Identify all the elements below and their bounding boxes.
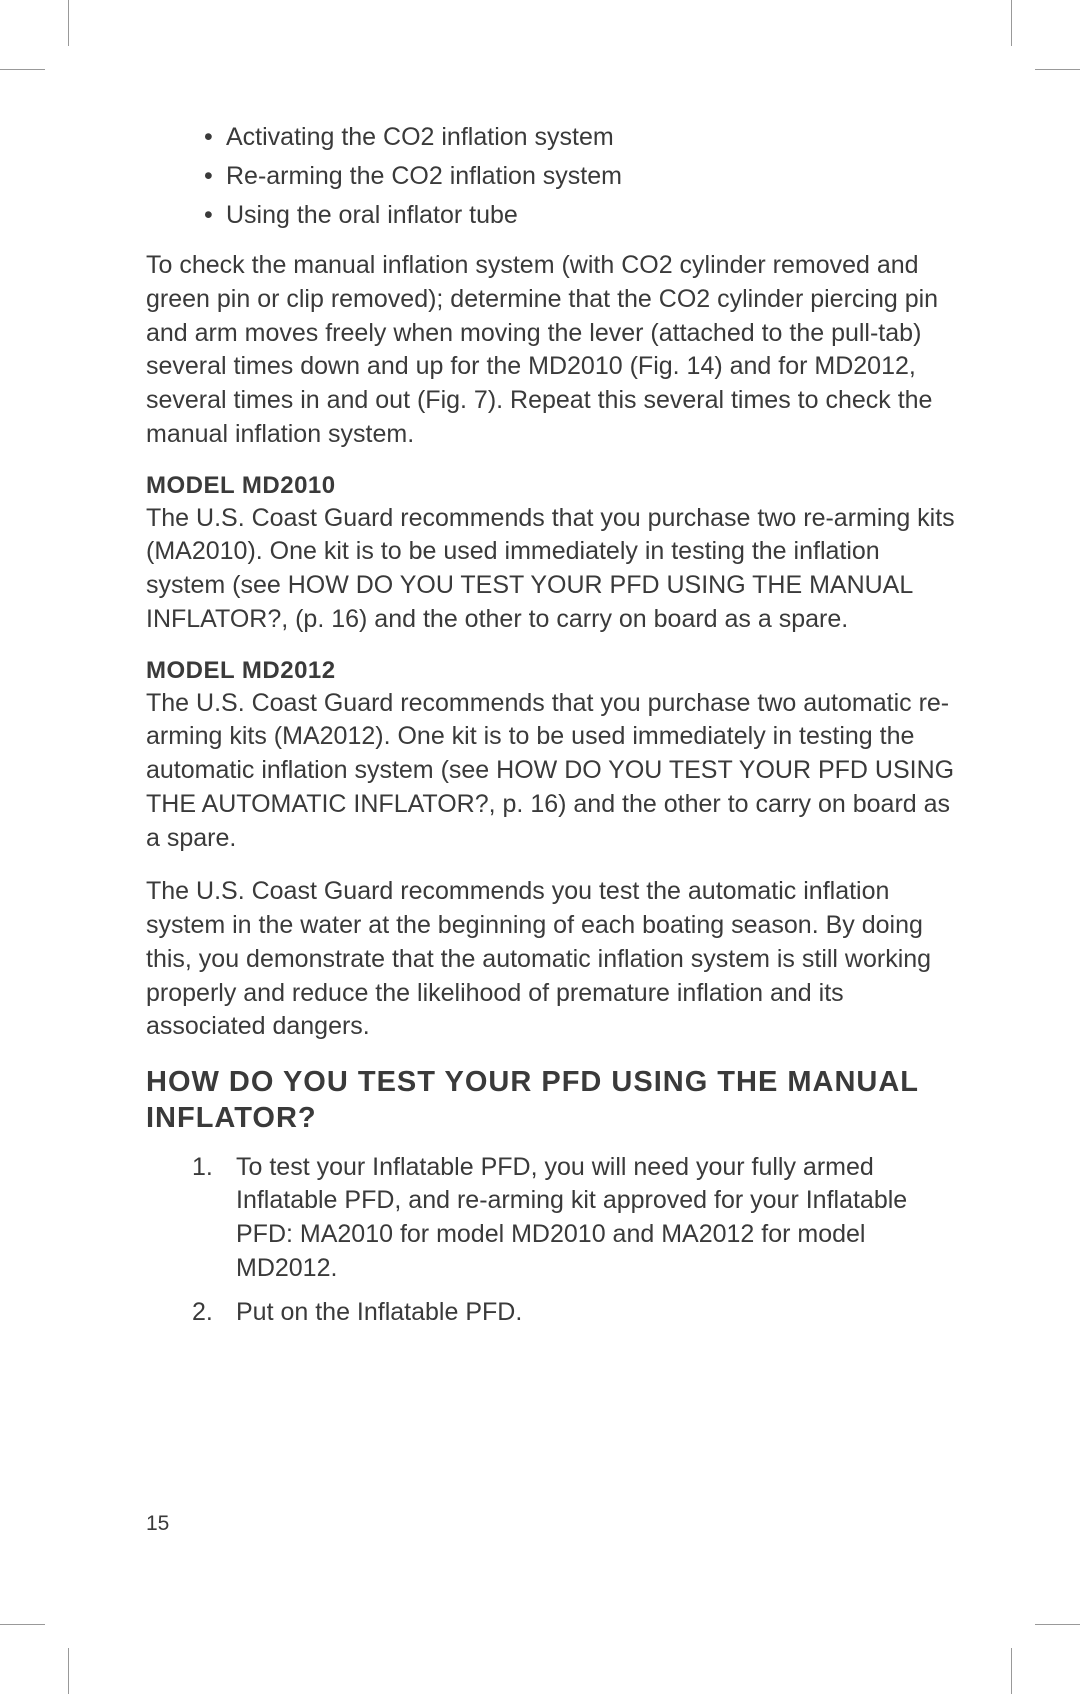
crop-mark: [1035, 1624, 1080, 1625]
list-item: Using the oral inflator tube: [204, 198, 960, 233]
step-text: Put on the Inflatable PFD.: [236, 1298, 522, 1326]
section-heading: HOW DO YOU TEST YOUR PFD USING THE MANUA…: [146, 1064, 960, 1137]
crop-mark: [0, 69, 45, 70]
page-number: 15: [146, 1512, 169, 1536]
ordered-list: 1. To test your Inflatable PFD, you will…: [192, 1151, 960, 1330]
model-label: MODEL MD2012: [146, 657, 960, 685]
list-item: 2. Put on the Inflatable PFD.: [192, 1296, 960, 1330]
crop-mark: [1011, 1648, 1012, 1694]
step-number: 1.: [192, 1151, 213, 1185]
page-content: Activating the CO2 inflation system Re-a…: [0, 0, 1080, 1419]
list-item: Activating the CO2 inflation system: [204, 120, 960, 155]
step-text: To test your Inflatable PFD, you will ne…: [236, 1153, 907, 1282]
bullet-list: Activating the CO2 inflation system Re-a…: [204, 120, 960, 233]
crop-mark: [0, 1624, 45, 1625]
crop-mark: [68, 0, 69, 46]
list-item: Re-arming the CO2 inflation system: [204, 159, 960, 194]
step-number: 2.: [192, 1296, 213, 1330]
list-item: 1. To test your Inflatable PFD, you will…: [192, 1151, 960, 1286]
body-paragraph: To check the manual inflation system (wi…: [146, 249, 960, 452]
crop-mark: [1011, 0, 1012, 46]
body-paragraph: The U.S. Coast Guard recommends you test…: [146, 875, 960, 1044]
body-paragraph: The U.S. Coast Guard recommends that you…: [146, 687, 960, 856]
crop-mark: [68, 1648, 69, 1694]
body-paragraph: The U.S. Coast Guard recommends that you…: [146, 502, 960, 637]
model-label: MODEL MD2010: [146, 472, 960, 500]
crop-mark: [1035, 69, 1080, 70]
